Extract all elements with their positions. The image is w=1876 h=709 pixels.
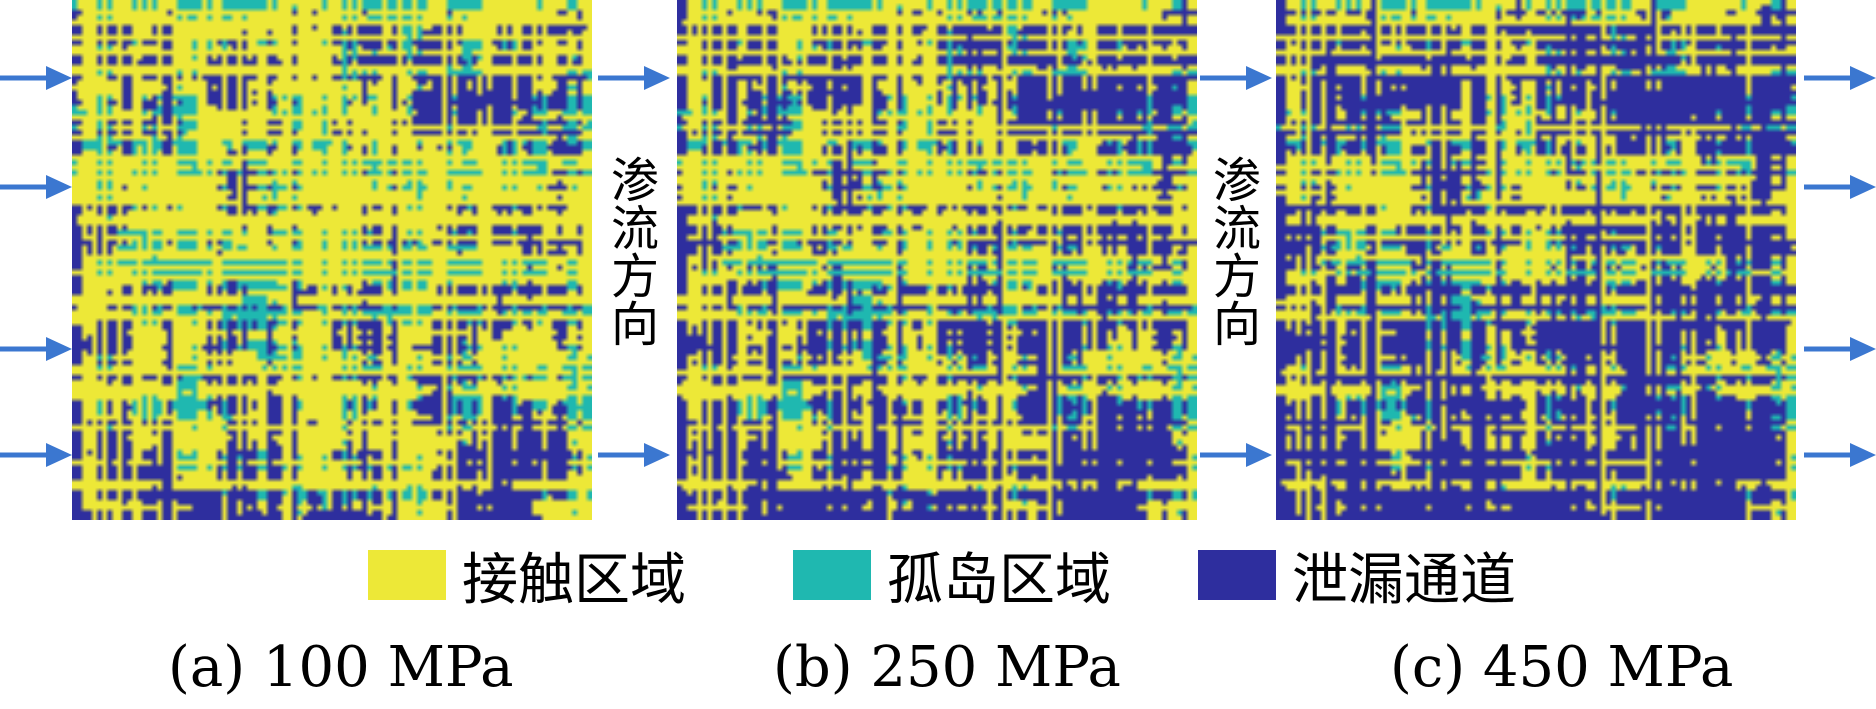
legend-label: 泄漏通道 <box>1292 547 1516 613</box>
panel-caption-a: (a) 100 MPa <box>168 635 514 700</box>
legend-label: 孤岛区域 <box>887 547 1111 613</box>
flow-arrow-icon <box>0 66 72 90</box>
contact-map-a <box>72 0 592 520</box>
flow-direction-label: 渗流方向 <box>602 155 658 347</box>
panel-caption-b: (b) 250 MPa <box>773 635 1121 700</box>
flow-arrow-icon <box>1804 175 1876 199</box>
legend-label: 接触区域 <box>462 547 686 613</box>
panel-caption-c: (c) 450 MPa <box>1390 635 1734 700</box>
legend-item-contact: 接触区域 <box>368 540 686 613</box>
flow-arrow-icon <box>0 443 72 467</box>
flow-arrow-icon <box>1200 66 1272 90</box>
legend-item-leak: 泄漏通道 <box>1198 540 1516 613</box>
flow-arrow-icon <box>598 443 670 467</box>
flow-arrow-icon <box>1804 443 1876 467</box>
island-swatch <box>793 550 871 600</box>
contact-map-c <box>1276 0 1796 520</box>
flow-arrow-icon <box>1804 66 1876 90</box>
flow-arrow-icon <box>1804 337 1876 361</box>
contact-map-panel-a <box>72 0 592 520</box>
contact-map-b <box>677 0 1197 520</box>
leak-swatch <box>1198 550 1276 600</box>
contact-swatch <box>368 550 446 600</box>
flow-arrow-icon <box>598 66 670 90</box>
flow-direction-label: 渗流方向 <box>1204 155 1260 347</box>
contact-map-panel-c <box>1276 0 1796 520</box>
flow-arrow-icon <box>0 337 72 361</box>
legend-item-island: 孤岛区域 <box>793 540 1111 613</box>
contact-map-panel-b <box>677 0 1197 520</box>
flow-arrow-icon <box>1200 443 1272 467</box>
flow-arrow-icon <box>0 175 72 199</box>
